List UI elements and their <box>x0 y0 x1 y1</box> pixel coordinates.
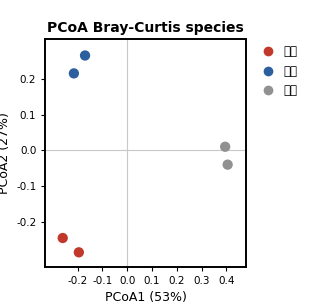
Point <box>60 236 65 241</box>
Point <box>223 144 228 149</box>
Y-axis label: PCoA2 (27%): PCoA2 (27%) <box>0 112 10 194</box>
Point <box>225 162 230 167</box>
Point <box>82 53 87 58</box>
Legend: 평창, 삼철, 울주: 평창, 삼철, 울주 <box>256 45 297 97</box>
Point <box>71 71 76 76</box>
X-axis label: PCoA1 (53%): PCoA1 (53%) <box>105 291 187 303</box>
Point <box>76 250 81 255</box>
Title: PCoA Bray-Curtis species: PCoA Bray-Curtis species <box>47 22 244 35</box>
